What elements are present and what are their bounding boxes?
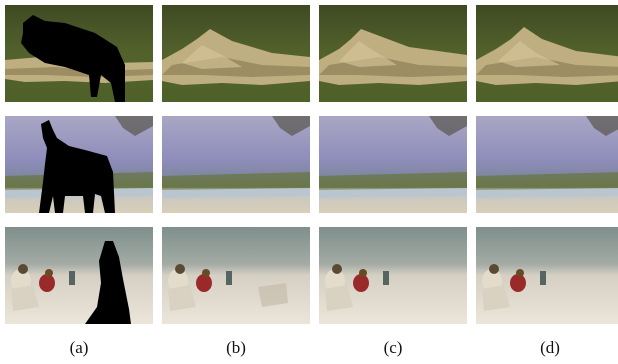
leopard-inpainted-image — [319, 5, 467, 102]
elephant-result-d — [476, 116, 618, 213]
elephant-input-masked — [5, 116, 153, 213]
column-caption-a: (a) — [69, 338, 89, 357]
elephant-inpainted-image — [162, 116, 310, 213]
leopard-inpainted-image — [476, 5, 618, 102]
baseball-inpainted-image — [162, 227, 310, 324]
leopard-inpainted-image — [162, 5, 310, 102]
elephant-masked-image — [5, 116, 153, 213]
elephant-result-b — [162, 116, 310, 213]
baseball-result-d — [476, 227, 618, 324]
column-caption-d: (d) — [540, 338, 560, 357]
baseball-input-masked — [5, 227, 153, 324]
elephant-result-c — [319, 116, 467, 213]
baseball-result-b — [162, 227, 310, 324]
column-caption-c: (c) — [383, 338, 403, 357]
leopard-result-d — [476, 5, 618, 102]
leopard-result-b — [162, 5, 310, 102]
baseball-result-c — [319, 227, 467, 324]
elephant-inpainted-image — [319, 116, 467, 213]
elephant-inpainted-image — [476, 116, 618, 213]
leopard-input-masked — [5, 5, 153, 102]
column-caption-b: (b) — [226, 338, 246, 357]
baseball-inpainted-image — [476, 227, 618, 324]
leopard-result-c — [319, 5, 467, 102]
baseball-masked-image — [5, 227, 153, 324]
baseball-inpainted-image — [319, 227, 467, 324]
leopard-masked-image — [5, 5, 153, 102]
